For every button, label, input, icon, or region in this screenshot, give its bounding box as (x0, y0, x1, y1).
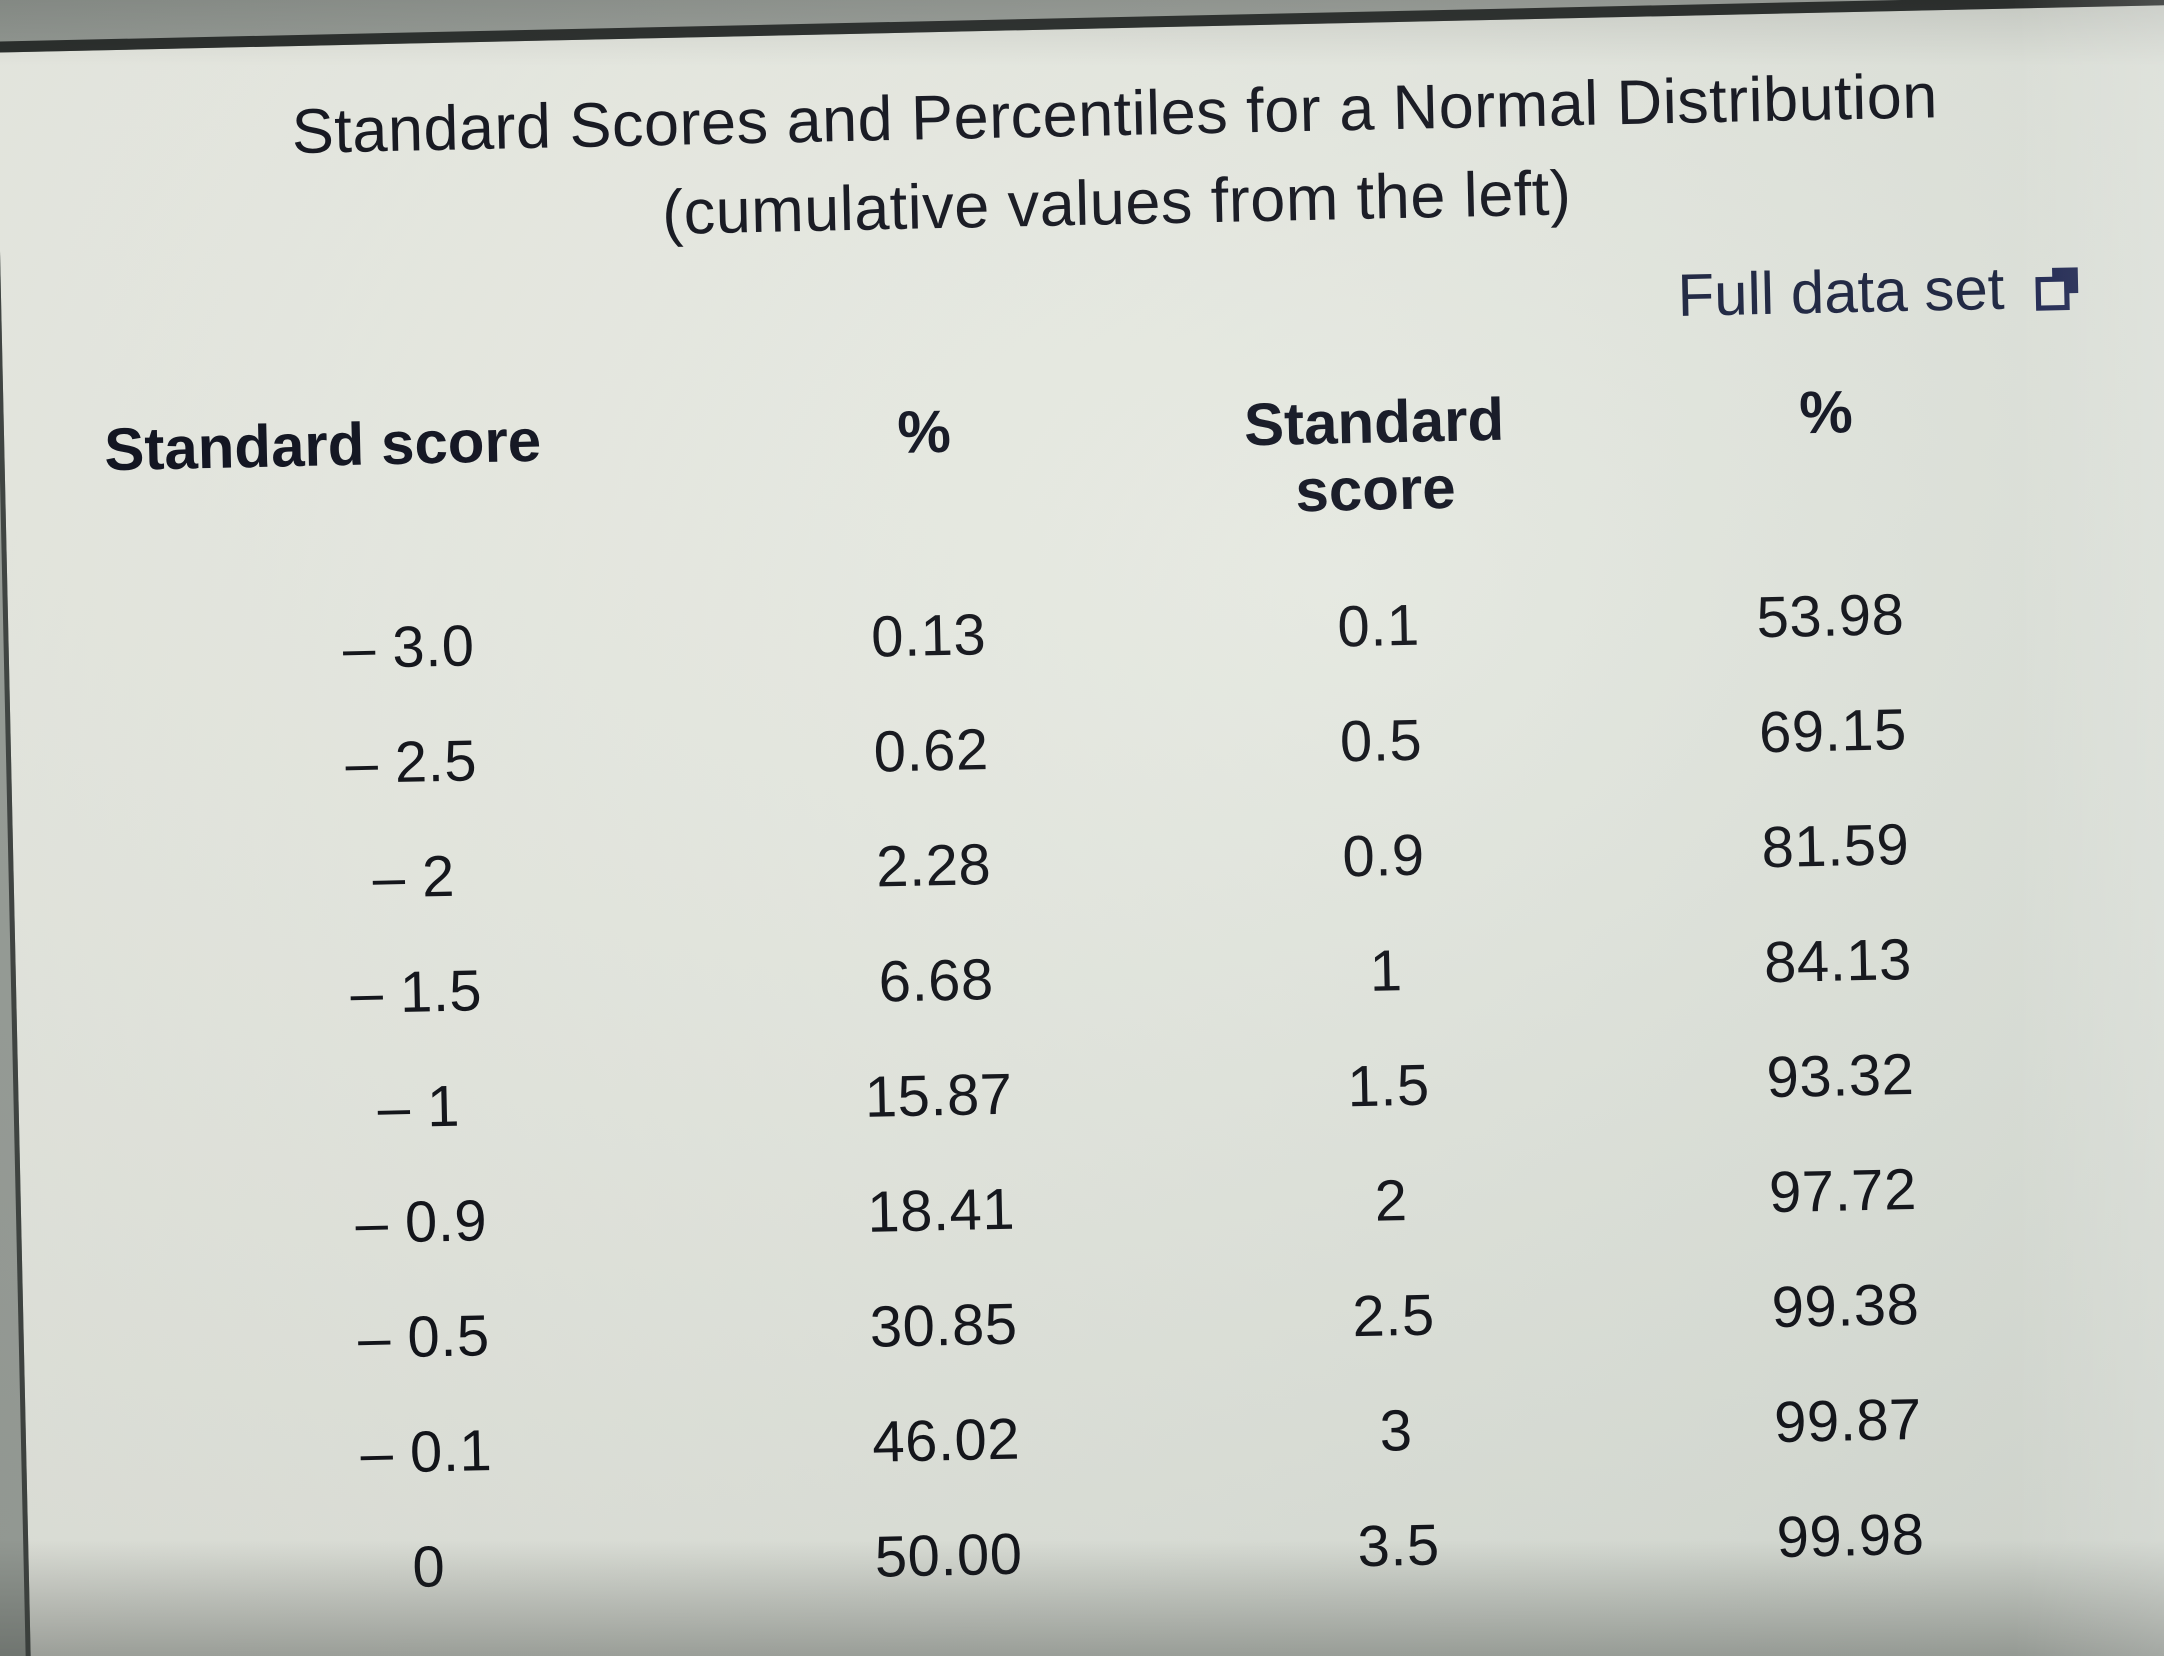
percent-cell: 97.72 (1768, 1157, 1918, 1226)
table-header-row: Standard score % Standard score % (4, 370, 2164, 553)
percent-cell: 46.02 (871, 1406, 1021, 1476)
standard-score-cell: – 0.9 (354, 1188, 488, 1257)
percent-cell: 69.15 (1758, 697, 1908, 766)
standard-score-cell: 0.1 (1336, 592, 1421, 660)
percent-cell: 18.41 (866, 1176, 1016, 1246)
overlapping-windows-icon[interactable] (2030, 259, 2087, 316)
standard-score-cell: – 0.1 (359, 1418, 493, 1487)
standard-score-cell: 3.5 (1356, 1512, 1441, 1580)
standard-score-cell: – 3.0 (342, 613, 476, 682)
percent-cell: 99.38 (1770, 1272, 1920, 1341)
full-data-set-link[interactable]: Full data set (1676, 254, 2006, 329)
page-title: Standard Scores and Percentiles for a No… (0, 4, 2164, 274)
standard-score-cell: 2.5 (1351, 1282, 1436, 1350)
standard-score-cell: 3 (1378, 1398, 1414, 1464)
percent-cell: 93.32 (1765, 1042, 1915, 1111)
standard-score-cell: – 1.5 (349, 958, 483, 1027)
percent-cell: 99.98 (1775, 1502, 1925, 1571)
header-percent-right: % (1798, 378, 1854, 447)
standard-score-cell: 0.5 (1339, 707, 1423, 775)
percent-cell: 6.68 (878, 947, 995, 1015)
percent-cell: 2.28 (875, 832, 992, 900)
standard-score-cell: 0.9 (1341, 822, 1426, 890)
percent-cell: 0.13 (870, 602, 987, 670)
percentile-table-body: – 3.0 0.13 0.1 53.98 – 2.5 0.62 0.5 69.15 – 2 2.2… (8, 550, 2164, 1634)
standard-score-cell: – 2.5 (344, 728, 478, 797)
standard-score-cell: 1.5 (1346, 1052, 1431, 1120)
standard-score-cell: 1 (1368, 938, 1404, 1005)
full-data-set-row: Full data set (1, 249, 2164, 367)
header-percent-left: % (896, 397, 952, 466)
percent-cell: 99.87 (1773, 1387, 1923, 1456)
percent-cell: 15.87 (864, 1061, 1014, 1131)
standard-score-cell: – 1 (377, 1073, 461, 1141)
standard-score-cell: 0 (411, 1534, 446, 1601)
standard-score-cell: – 2 (371, 844, 456, 911)
header-standard-score-right: Standard score (1243, 385, 1505, 525)
percent-cell: 84.13 (1763, 927, 1913, 996)
percent-cell: 50.00 (874, 1521, 1024, 1591)
percent-cell: 53.98 (1755, 582, 1905, 651)
standard-score-cell: – 0.5 (357, 1303, 491, 1372)
header-standard-score-left: Standard score (103, 406, 542, 484)
standard-score-cell: 2 (1373, 1168, 1409, 1235)
percent-cell: 0.62 (872, 717, 990, 785)
percent-cell: 30.85 (869, 1291, 1019, 1361)
percent-cell: 81.59 (1760, 812, 1910, 881)
